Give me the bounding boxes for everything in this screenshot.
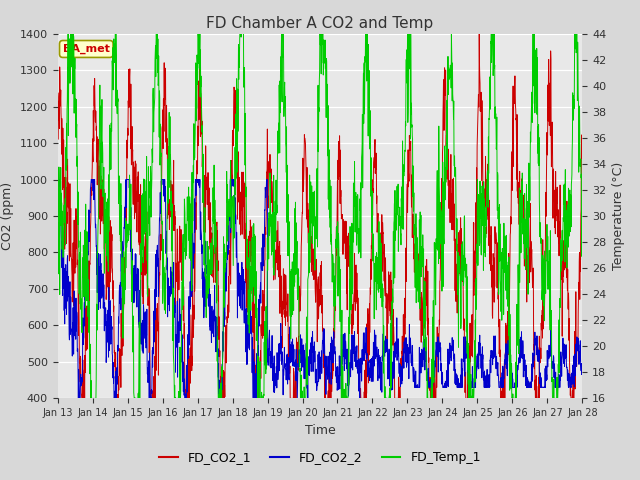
Legend: FD_CO2_1, FD_CO2_2, FD_Temp_1: FD_CO2_1, FD_CO2_2, FD_Temp_1 (154, 446, 486, 469)
Y-axis label: CO2 (ppm): CO2 (ppm) (1, 182, 14, 250)
Y-axis label: Temperature (°C): Temperature (°C) (612, 162, 625, 270)
Text: BA_met: BA_met (63, 44, 109, 54)
X-axis label: Time: Time (305, 424, 335, 437)
Title: FD Chamber A CO2 and Temp: FD Chamber A CO2 and Temp (206, 16, 434, 31)
